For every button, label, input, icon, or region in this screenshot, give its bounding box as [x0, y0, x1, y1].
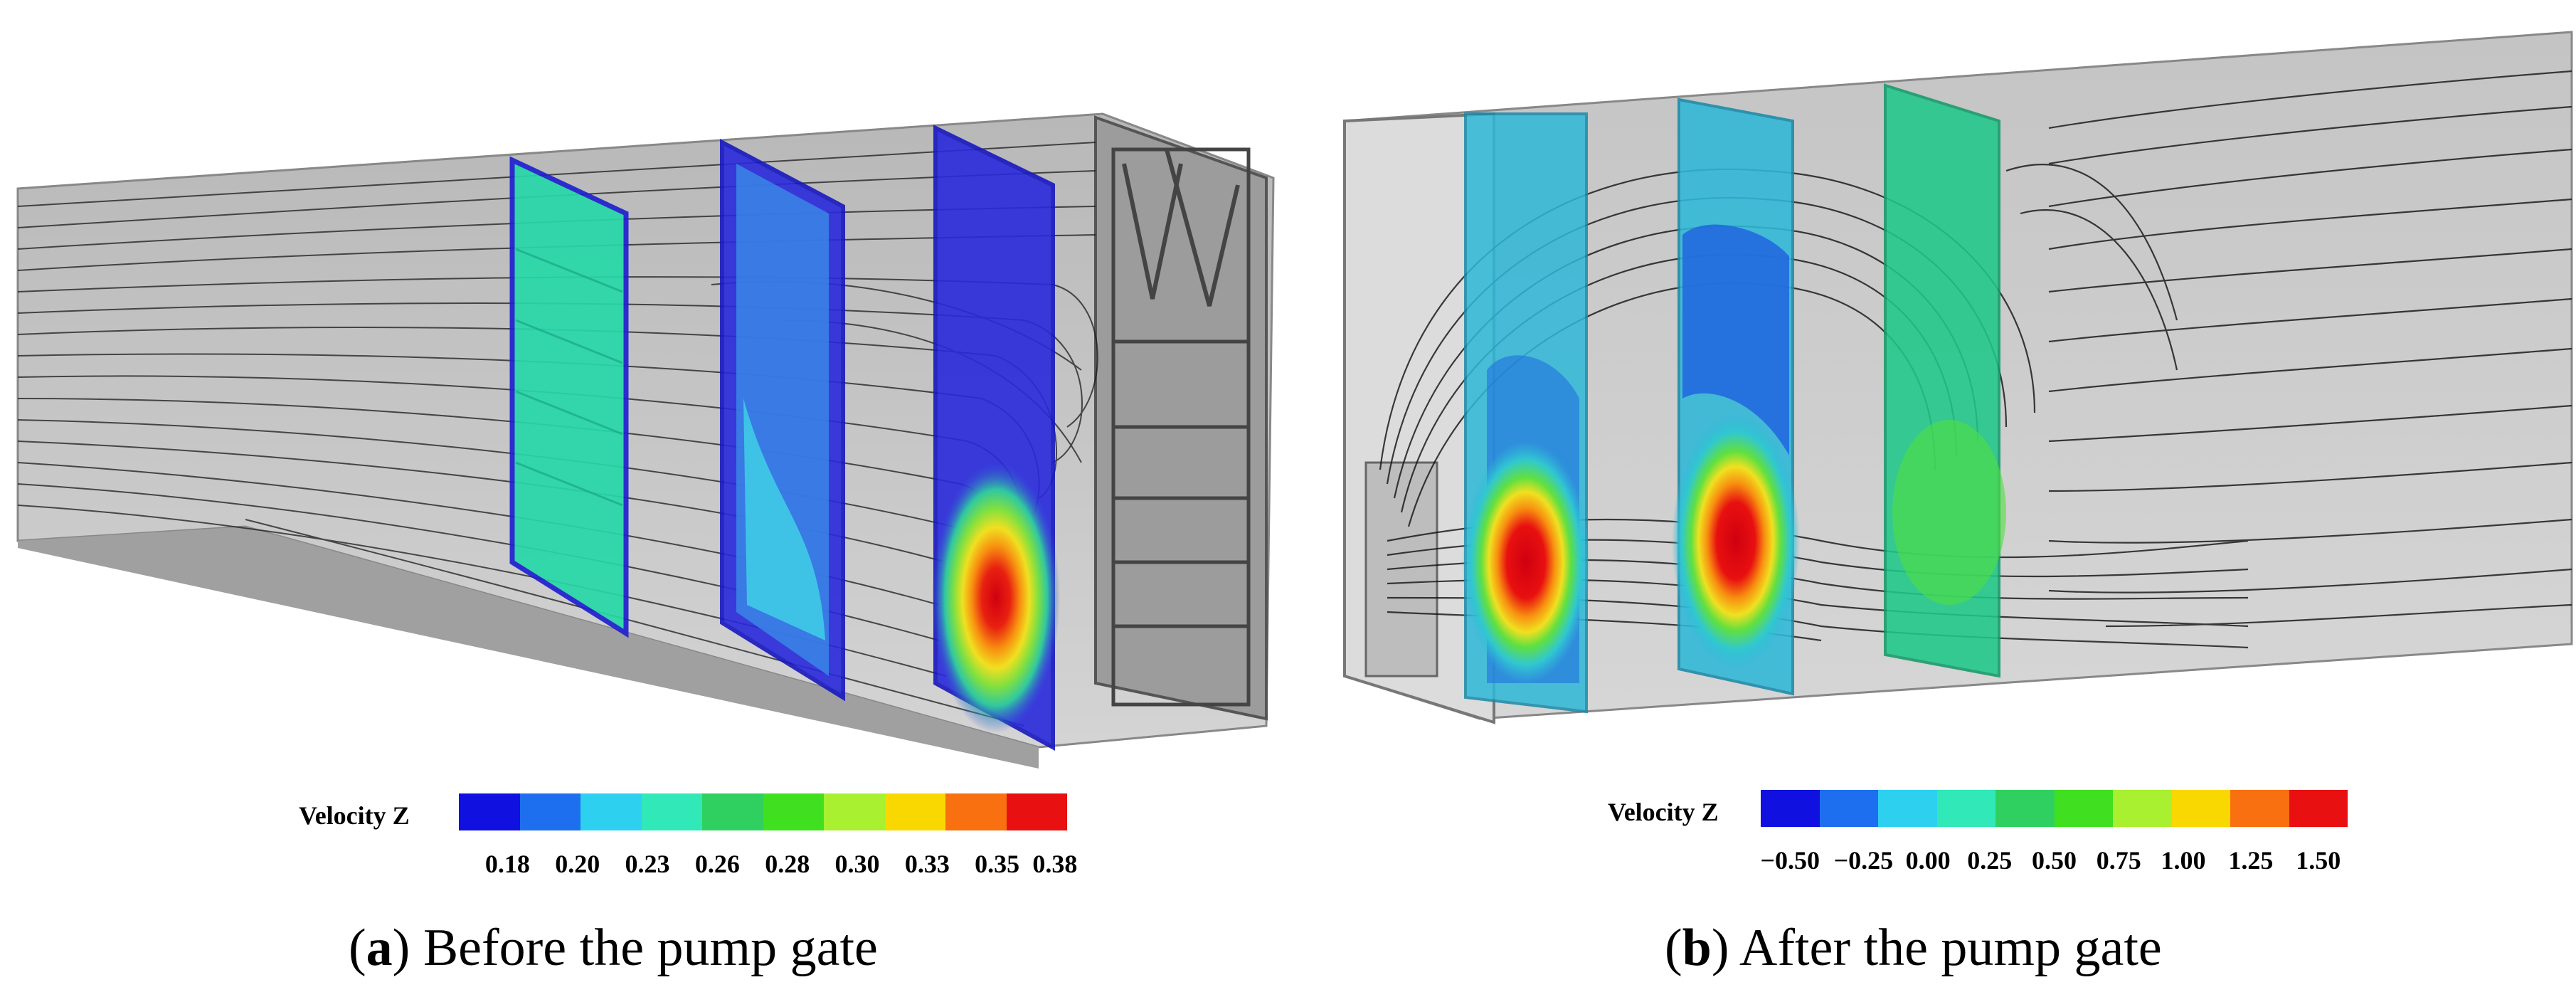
- caption-close-paren: ): [1711, 919, 1729, 977]
- legend-swatch: [824, 793, 885, 830]
- section-plane-2: [1672, 97, 1800, 696]
- legend-tick: 0.18: [484, 850, 530, 878]
- panel-after-pump-gate: Velocity Z −0.50 −0.25 0.00 0.25 0.50 0.…: [1323, 0, 2576, 897]
- legend-tick: 0.28: [765, 850, 810, 878]
- legend-tick: −0.25: [1833, 846, 1894, 875]
- legend-tick: 0.75: [2096, 846, 2141, 875]
- legend-color-bar: [1761, 790, 2348, 827]
- legend-swatch: [581, 793, 642, 830]
- pump-outlet-opening: [1364, 461, 1438, 677]
- channel-floor: [18, 527, 1039, 769]
- legend-tick: 0.35: [975, 850, 1020, 878]
- caption-letter: a: [366, 919, 393, 977]
- legend-swatch: [641, 793, 702, 830]
- legend-tick: 0.50: [2032, 846, 2077, 875]
- legend-tick-labels: 0.18 0.20 0.23 0.26 0.28 0.30 0.33 0.35 …: [459, 849, 1078, 880]
- streamlines: [1379, 70, 2572, 649]
- legend-tick: 0.38: [1032, 850, 1078, 878]
- legend-tick: 0.23: [625, 850, 670, 878]
- legend-title: Velocity Z: [1608, 798, 1719, 826]
- legend-color-bar: [459, 793, 1067, 830]
- legend-tick: 1.50: [2296, 846, 2341, 875]
- caption-b: (b) After the pump gate: [1665, 918, 2162, 978]
- pump-station-structure: [1094, 115, 1268, 721]
- legend-swatch: [1995, 790, 2055, 827]
- legend-swatch: [1761, 790, 1820, 827]
- caption-open-paren: (: [349, 919, 366, 977]
- legend-tick: 0.30: [834, 850, 880, 878]
- section-plane-2: [720, 139, 845, 702]
- panel-before-pump-gate: Velocity Z 0.18 0.20 0.23 0.26 0.28 0.30…: [0, 0, 1281, 897]
- caption-text: After the pump gate: [1739, 919, 2162, 977]
- legend-tick: 0.25: [1967, 846, 2013, 875]
- legend-swatch: [2113, 790, 2172, 827]
- legend-tick: 0.33: [904, 850, 950, 878]
- caption-a: (a) Before the pump gate: [349, 918, 878, 978]
- legend-swatch: [702, 793, 763, 830]
- legend-swatch: [2289, 790, 2348, 827]
- legend-tick: −0.50: [1760, 846, 1820, 875]
- legend-tick-labels: −0.50 −0.25 0.00 0.25 0.50 0.75 1.00 1.2…: [1760, 845, 2348, 877]
- legend-tick: 1.25: [2228, 846, 2274, 875]
- legend-tick: 0.20: [555, 850, 600, 878]
- section-plane-3: [1884, 83, 2006, 678]
- legend-swatch: [1819, 790, 1878, 827]
- legend-tick: 0.00: [1905, 846, 1951, 875]
- legend-swatch: [2054, 790, 2113, 827]
- caption-close-paren: ): [392, 919, 410, 977]
- section-plane-3: [932, 125, 1060, 751]
- section-plane-1: [509, 156, 629, 638]
- legend-swatch: [1006, 793, 1067, 830]
- legend-swatch: [2230, 790, 2289, 827]
- legend-swatch: [884, 793, 945, 830]
- legend-swatch: [519, 793, 581, 830]
- caption-text: Before the pump gate: [423, 919, 878, 977]
- flow-visualization-before-gate: [16, 112, 1275, 769]
- legend-title: Velocity Z: [299, 801, 410, 830]
- legend-swatch: [459, 793, 520, 830]
- legend-swatch: [1878, 790, 1937, 827]
- legend-tick: 0.26: [694, 850, 740, 878]
- legend-swatch: [945, 793, 1007, 830]
- caption-open-paren: (: [1665, 919, 1682, 977]
- caption-letter: b: [1682, 919, 1712, 977]
- legend-swatch: [763, 793, 824, 830]
- flow-visualization-after-gate: [1343, 31, 2573, 724]
- legend-swatch: [1936, 790, 1995, 827]
- legend-swatch: [2171, 790, 2230, 827]
- section-plane-1: [1462, 112, 1590, 714]
- legend-tick: 1.00: [2161, 846, 2206, 875]
